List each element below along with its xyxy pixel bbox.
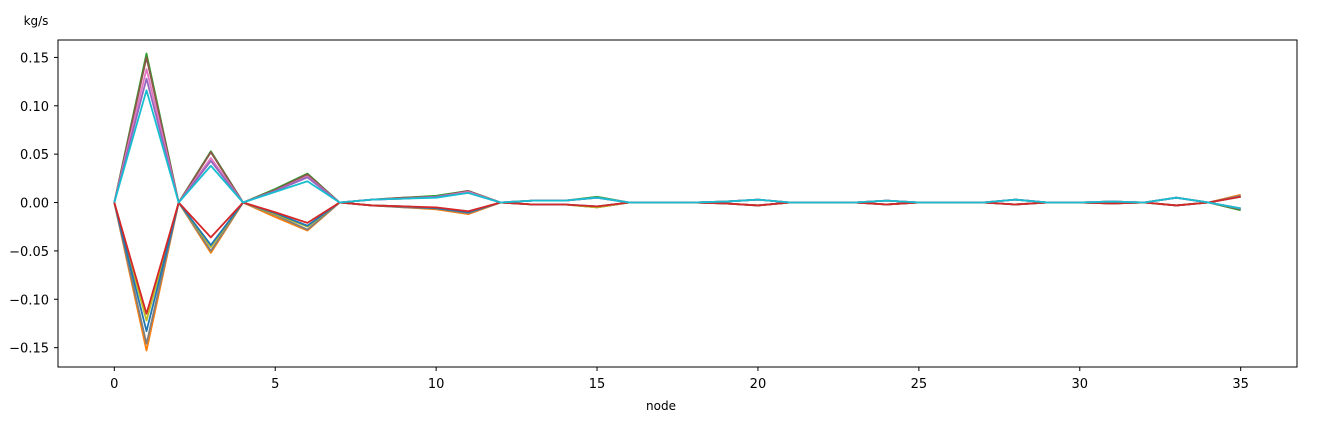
x-tick-label: 30 (1071, 377, 1088, 392)
y-tick-label: −0.10 (9, 293, 49, 308)
y-tick-label: 0.05 (20, 148, 49, 163)
y-tick-label: 0.15 (20, 51, 49, 66)
x-axis-label: node (646, 399, 676, 413)
x-tick-label: 10 (428, 377, 445, 392)
series-layer (113, 52, 1241, 352)
x-tick-label: 35 (1232, 377, 1249, 392)
y-tick-label: −0.15 (9, 342, 49, 357)
series-line-10 (113, 89, 1241, 210)
y-axis: −0.15 −0.10 −0.05 0.00 0.05 0.10 0.15 (9, 51, 58, 357)
y-tick-label: 0.10 (20, 100, 49, 115)
x-tick-label: 15 (589, 377, 606, 392)
y-axis-label: kg/s (24, 14, 49, 28)
plot-frame (57, 39, 1298, 368)
y-tick-label: −0.05 (9, 245, 49, 260)
x-tick-label: 0 (110, 377, 118, 392)
x-tick-label: 20 (750, 377, 767, 392)
x-axis: 0 5 10 15 20 25 30 35 (110, 367, 1249, 392)
x-tick-label: 5 (271, 377, 279, 392)
y-tick-label: 0.00 (20, 197, 49, 212)
x-tick-label: 25 (911, 377, 928, 392)
